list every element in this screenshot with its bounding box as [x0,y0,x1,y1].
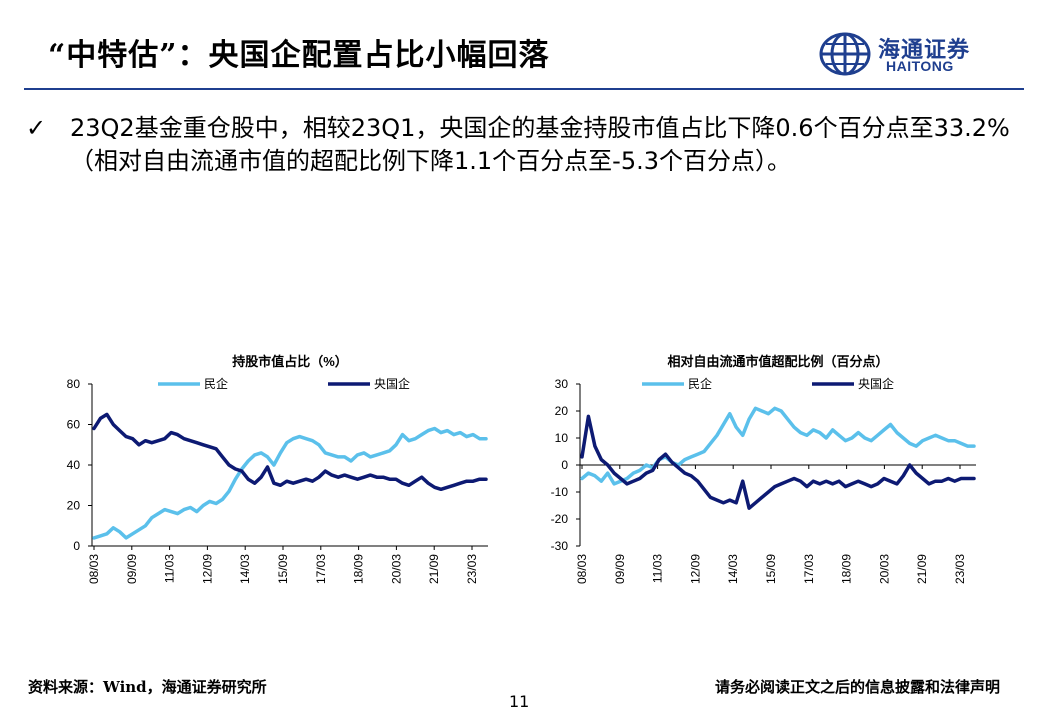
x-tick-label: 23/03 [465,554,479,584]
x-tick-label: 12/09 [200,554,214,584]
header-divider [24,88,1024,90]
chart-title: 持股市值占比（%） [232,354,348,369]
legend-label-soe: 央国企 [858,376,894,391]
haitong-emblem-icon [819,32,871,76]
logo-chinese-text: 海通证券 [878,37,971,63]
y-tick-label: 0 [561,458,568,472]
y-tick-label: -20 [551,512,569,526]
logo-english-text: HAITONG [886,58,954,74]
source-note: 资料来源：Wind，海通证券研究所 [28,678,267,696]
y-tick-label: 80 [67,377,81,391]
x-tick-label: 20/03 [877,554,891,584]
x-tick-label: 11/03 [651,554,665,583]
series-line-private [92,426,488,540]
legend-label-private: 民企 [688,376,712,391]
x-tick-label: 17/03 [314,554,328,584]
page-title: “中特估”：央国企配置占比小幅回落 [48,38,550,73]
holding-share-chart: 持股市值占比（%） 民企 央国企 0 20 40 60 80 08/03 09/09 11/03 12… [67,354,488,584]
y-tick-label: 10 [555,431,569,445]
x-tick-label: 18/09 [352,554,366,584]
y-tick-label: 30 [555,377,569,391]
y-tick-label: 20 [555,404,569,418]
x-tick-label: 17/03 [802,554,816,584]
x-tick-label: 09/09 [125,554,139,584]
page-number: 11 [509,692,530,711]
disclaimer-note: 请务必阅读正文之后的信息披露和法律声明 [714,678,1000,696]
series-line-soe [580,414,976,510]
series-line-soe [92,412,488,492]
x-tick-label: 20/03 [389,554,403,584]
y-tick-label: 60 [67,418,81,432]
y-tick-label: 40 [67,458,81,472]
x-tick-label: 15/09 [764,554,778,584]
haitong-logo: 海通证券 HAITONG [818,30,1018,78]
x-tick-label: 18/09 [840,554,854,584]
x-tick-label: 09/09 [613,554,627,584]
legend-label-soe: 央国企 [374,376,410,391]
y-tick-label: 20 [67,499,81,513]
y-tick-label: -30 [551,539,569,553]
x-tick-label: 12/09 [688,554,702,584]
series-line-private [580,406,976,486]
legend-label-private: 民企 [204,376,228,391]
x-tick-label: 14/03 [726,554,740,584]
x-tick-label: 21/09 [427,554,441,584]
x-tick-label: 15/09 [276,554,290,584]
x-tick-label: 14/03 [238,554,252,584]
x-tick-label: 08/03 [87,554,101,584]
bullet-text: 23Q2基金重仓股中，相较23Q1，央国企的基金持股市值占比下降0.6个百分点至… [70,114,1010,175]
x-tick-label: 21/09 [915,554,929,584]
chart-title: 相对自由流通市值超配比例（百分点） [667,354,888,369]
y-tick-label: -10 [551,485,569,499]
x-tick-label: 23/03 [953,554,967,584]
x-tick-label: 11/03 [163,554,177,583]
x-tick-label: 08/03 [575,554,589,584]
overweight-ratio-chart: 相对自由流通市值超配比例（百分点） 民企 央国企 -30 -20 -10 0 10 20 30 08… [551,354,976,584]
bullet-point: ✓ 23Q2基金重仓股中，相较23Q1，央国企的基金持股市值占比下降0.6个百分… [26,112,1016,178]
y-tick-label: 0 [73,539,80,553]
checkmark-icon: ✓ [26,114,47,142]
